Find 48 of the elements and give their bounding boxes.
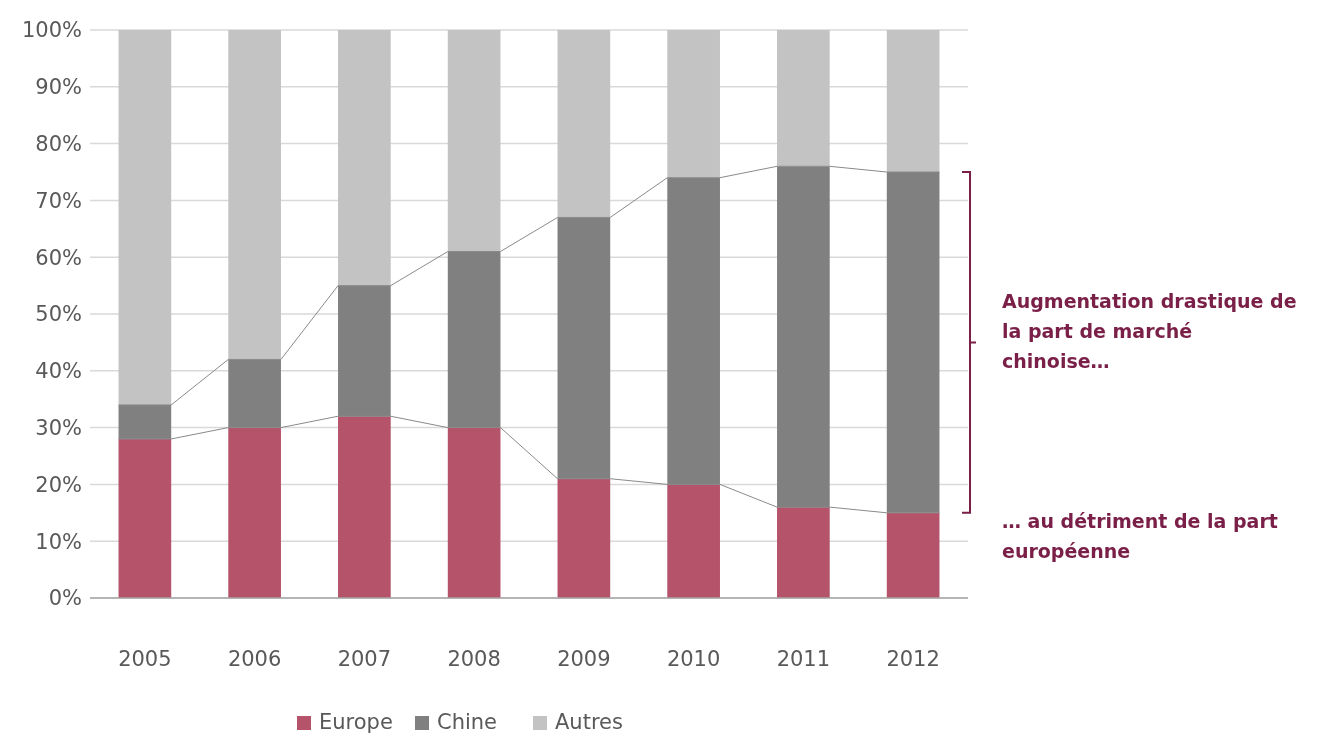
legend-label: Europe	[319, 710, 393, 734]
y-tick-label: 100%	[21, 18, 82, 43]
bar	[447, 30, 501, 252]
x-tick-label: 2012	[886, 647, 940, 671]
bar	[667, 30, 720, 178]
bar	[667, 177, 720, 485]
bar	[777, 30, 830, 167]
bar	[667, 484, 720, 598]
bar	[228, 427, 281, 598]
y-tick-label: 60%	[35, 245, 82, 270]
bar	[338, 30, 391, 286]
x-tick-label: 2008	[447, 647, 501, 671]
bar	[118, 30, 172, 405]
bar	[557, 478, 611, 598]
x-tick-label: 2006	[227, 647, 282, 671]
bar	[557, 217, 611, 479]
bar	[447, 427, 501, 598]
y-tick-label: 50%	[35, 302, 82, 327]
x-tick-label: 2009	[557, 647, 611, 671]
bar	[886, 30, 940, 172]
bar	[118, 438, 172, 598]
text: … au détriment de la part européenne	[1002, 510, 1278, 562]
bar	[886, 172, 940, 513]
bar	[447, 251, 501, 428]
y-tick-label: 20%	[35, 472, 82, 497]
legend-label: Autres	[555, 710, 623, 734]
bar	[338, 416, 391, 598]
bar	[777, 507, 830, 598]
bar	[228, 30, 281, 360]
bar	[338, 285, 391, 417]
bar	[557, 30, 611, 218]
x-tick-label: 2010	[666, 647, 721, 671]
bar	[118, 404, 172, 439]
bar	[777, 166, 830, 508]
text: Augmentation drastique de la part de marché chinoise…	[1002, 290, 1297, 372]
bar	[228, 359, 281, 428]
bar	[886, 512, 940, 598]
x-tick-label: 2005	[118, 647, 172, 671]
y-tick-label: 0%	[48, 586, 82, 611]
x-tick-label: 2011	[776, 647, 831, 671]
y-tick-label: 40%	[35, 359, 82, 384]
y-tick-label: 30%	[35, 415, 82, 440]
legend-label: Chine	[437, 710, 498, 734]
x-tick-label: 2007	[337, 647, 392, 671]
y-tick-label: 90%	[35, 75, 82, 100]
y-tick-label: 80%	[35, 131, 82, 156]
y-tick-label: 10%	[35, 529, 82, 554]
y-tick-label: 70%	[35, 188, 82, 213]
